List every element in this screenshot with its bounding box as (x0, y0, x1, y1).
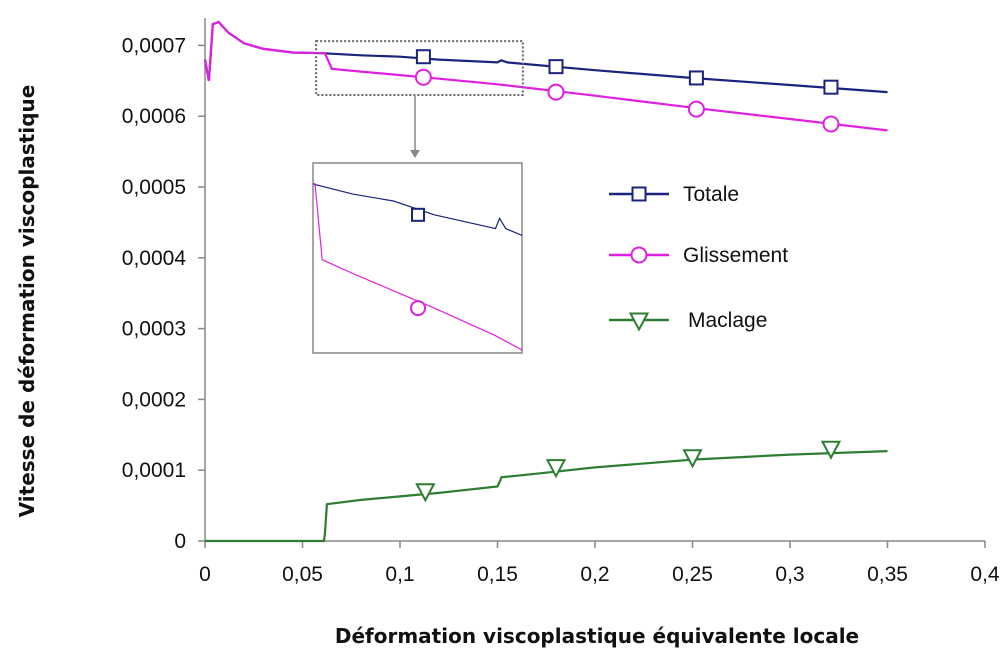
y-tick-label: 0,0002 (122, 388, 186, 411)
legend-label-totale: Totale (683, 183, 739, 206)
legend-label-glissement: Glissement (683, 244, 788, 267)
circle-marker (547, 83, 565, 101)
y-tick-label: 0,0005 (122, 176, 186, 199)
triangle-marker (545, 459, 567, 479)
circle-marker (410, 300, 427, 317)
y-tick-label: 0,0006 (122, 105, 186, 128)
x-tick-label: 0,05 (282, 563, 323, 586)
y-tick-label: 0,0007 (122, 34, 186, 57)
y-axis-title: Vitesse de déformation viscoplastique (15, 85, 39, 518)
zoom-arrow-head (410, 150, 420, 158)
series-line-totale (203, 20, 888, 94)
series-maclage (205, 440, 888, 543)
legend-label-maclage: Maclage (688, 309, 767, 332)
circle-marker (822, 115, 840, 133)
x-tick-label: 0,3 (775, 563, 804, 586)
y-tick-label: 0,0004 (122, 247, 187, 270)
series-line-glissement (203, 20, 888, 132)
circle-marker (687, 100, 705, 118)
x-tick-label: 0,15 (477, 563, 518, 586)
triangle-marker (820, 440, 842, 460)
triangle-marker (628, 312, 650, 332)
x-tick-label: 0,1 (385, 563, 414, 586)
axes: 0 0,05 0,1 0,15 0,2 0,25 0,3 0,35 0,4 0 0,0001 0,00… (122, 18, 1000, 586)
y-tick-label: 0,0001 (122, 459, 186, 482)
square-marker (411, 207, 426, 222)
x-tick-label: 0,2 (580, 563, 609, 586)
x-tick-label: 0,4 (970, 563, 1000, 586)
x-tick-label: 0,35 (867, 563, 908, 586)
square-marker (631, 186, 647, 202)
series-line-maclage (205, 450, 888, 543)
series-totale (203, 20, 888, 95)
series-glissement (203, 20, 888, 133)
zoom-selection-box (315, 40, 524, 96)
circle-marker (414, 68, 432, 86)
x-tick-label: 0,25 (672, 563, 713, 586)
square-marker (548, 59, 564, 75)
legend: Totale Glissement Maclage (609, 183, 788, 332)
x-tick-label: 0 (199, 563, 211, 586)
series-layer (203, 20, 888, 543)
y-tick-label: 0,0003 (122, 318, 186, 341)
triangle-marker (415, 483, 436, 503)
circle-marker (630, 246, 648, 264)
inset-line-glissement (313, 183, 522, 351)
square-marker (823, 79, 839, 95)
square-marker (688, 70, 704, 86)
square-marker (415, 49, 431, 65)
zoom-inset-frame (312, 162, 523, 354)
x-axis-title: Déformation viscoplastique équivalente l… (335, 624, 859, 648)
inset-line-totale (313, 183, 522, 237)
y-tick-label: 0 (174, 530, 186, 553)
zoom-inset-plot (313, 183, 522, 351)
zoom-inset (312, 40, 524, 354)
triangle-marker (682, 449, 703, 469)
